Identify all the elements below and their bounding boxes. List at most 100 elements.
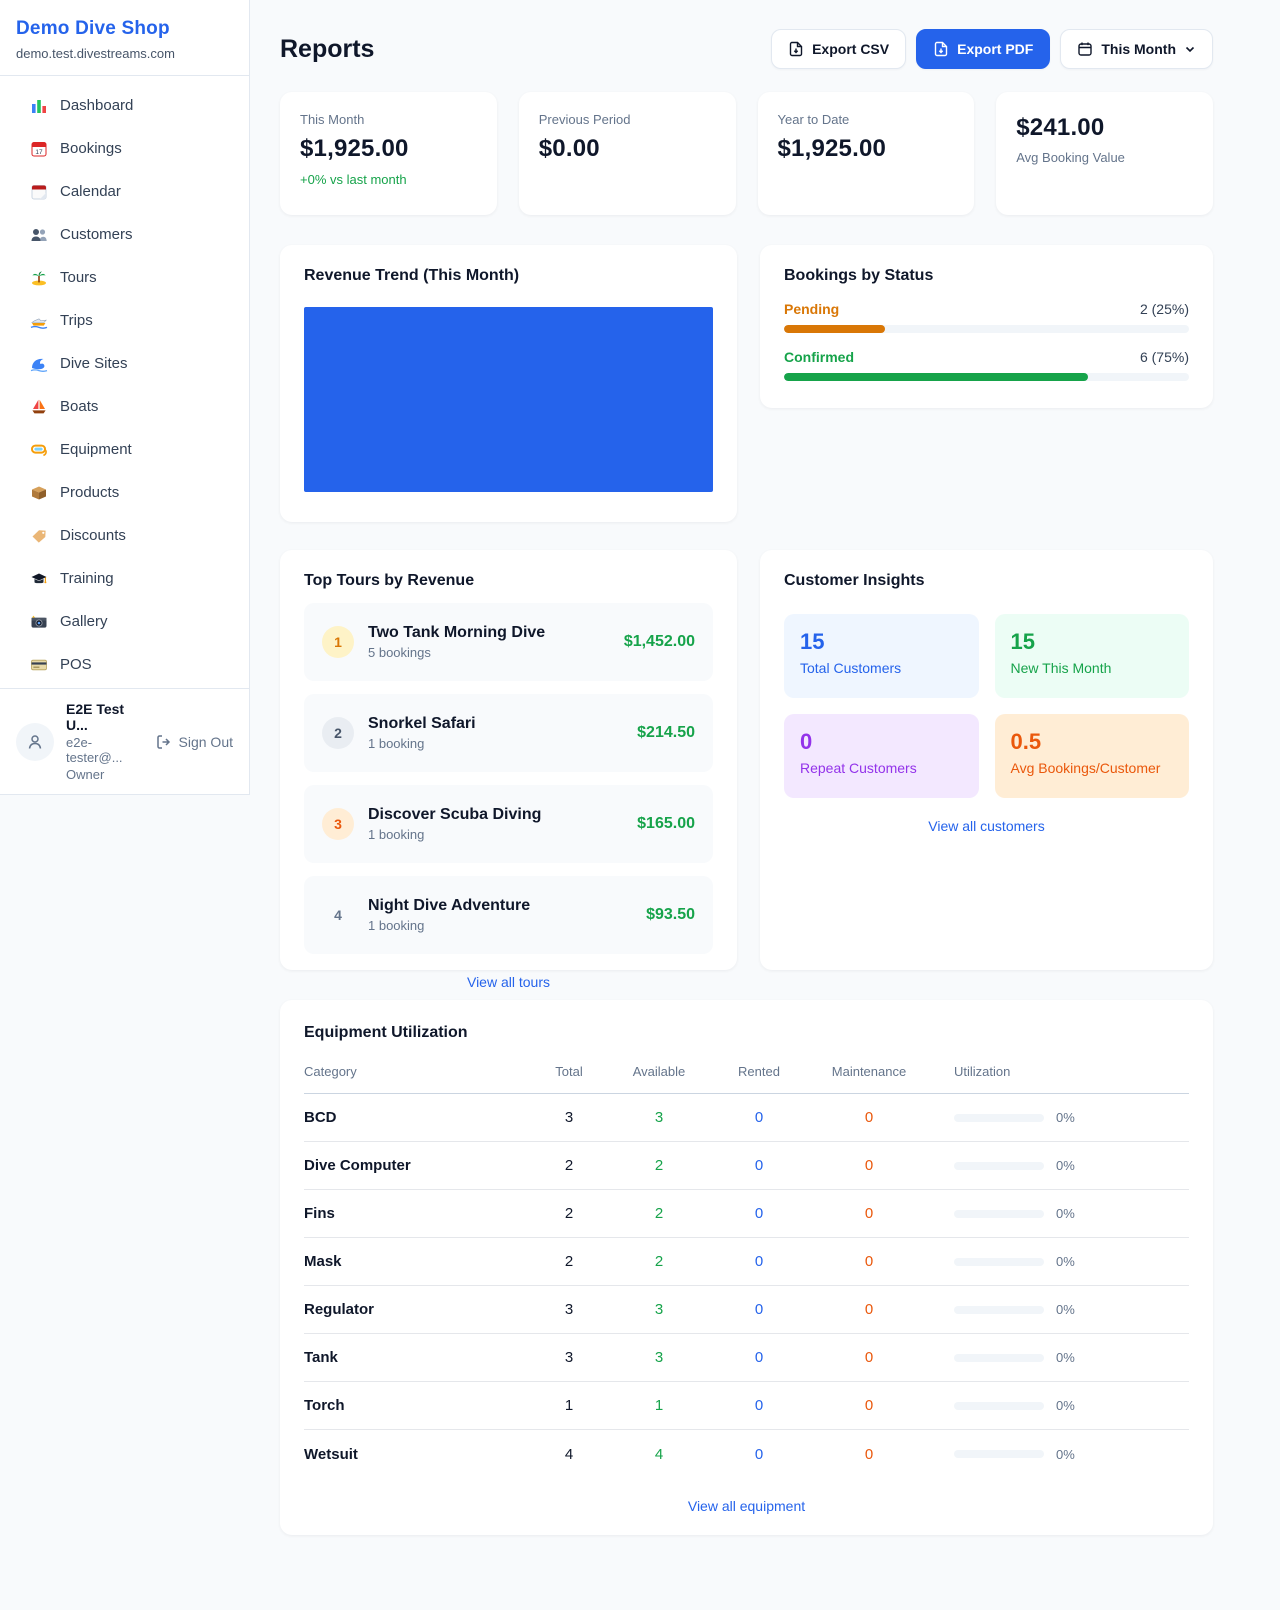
sidebar-item-bookings[interactable]: 17 Bookings (8, 127, 241, 170)
stat-card-previous-period: Previous Period $0.00 (518, 92, 736, 215)
tour-bookings: 1 booking (368, 827, 425, 842)
sidebar-item-equipment[interactable]: Equipment (8, 428, 241, 471)
revenue-trend-title: Revenue Trend (This Month) (304, 267, 520, 284)
utilization-percent: 0% (1056, 1206, 1075, 1221)
sidebar-nav: Dashboard 17 Bookings Calendar Customers… (0, 76, 249, 716)
equipment-category: Dive Computer (304, 1157, 411, 1174)
equipment-total: 4 (564, 1445, 574, 1463)
column-header-available: Available (632, 1064, 686, 1079)
sidebar-item-trips[interactable]: Trips (8, 299, 241, 342)
column-header-maintenance: Maintenance (831, 1064, 907, 1079)
equipment-table-row: BCD 3 3 0 0 0% (304, 1094, 1189, 1142)
equipment-utilization-cell: 0% (934, 1398, 1189, 1413)
sidebar-item-dive-sites[interactable]: Dive Sites (8, 342, 241, 385)
insight-label: Total Customers (800, 660, 902, 676)
insight-value: 15 (1010, 629, 1035, 654)
status-bar-track (784, 373, 1189, 381)
equipment-utilization-card: Equipment Utilization Category Total Ava… (280, 1000, 1213, 1535)
period-dropdown[interactable]: This Month (1060, 29, 1213, 69)
view-all-tours-link[interactable]: View all tours (466, 974, 550, 990)
view-all-equipment-link[interactable]: View all equipment (687, 1498, 806, 1514)
sidebar-item-tours[interactable]: Tours (8, 256, 241, 299)
insight-value: 0 (800, 729, 813, 754)
equipment-table-row: Wetsuit 4 4 0 0 0% (304, 1430, 1189, 1478)
column-header-total: Total (555, 1064, 583, 1079)
tour-bookings: 5 bookings (368, 645, 431, 660)
insight-value: 15 (800, 629, 825, 654)
person-icon (28, 734, 42, 749)
equipment-maintenance: 0 (864, 1205, 874, 1222)
sidebar-user-footer: E2E Test U... e2e-tester@... Owner Sign … (0, 688, 249, 794)
main-content: Reports Export CSV Export PDF This Month… (280, 0, 1213, 1535)
tour-amount: $93.50 (646, 906, 695, 923)
equipment-total: 3 (564, 1349, 574, 1366)
sidebar-item-boats[interactable]: Boats (8, 385, 241, 428)
equipment-utilization-cell: 0% (934, 1110, 1189, 1125)
customer-insights-title: Customer Insights (784, 572, 925, 589)
equipment-total: 1 (564, 1397, 574, 1414)
view-all-customers-link[interactable]: View all customers (928, 818, 1045, 834)
equipment-available: 2 (654, 1253, 664, 1270)
chevron-down-icon (1185, 46, 1195, 53)
shop-domain: demo.test.divestreams.com (16, 46, 175, 61)
equipment-category: Wetsuit (304, 1445, 358, 1463)
calendar-date-icon: 17 (30, 140, 48, 158)
export-csv-button[interactable]: Export CSV (771, 29, 907, 69)
utilization-bar-track (954, 1257, 1044, 1266)
stat-value: $241.00 (1016, 114, 1105, 141)
utilization-bar-track (954, 1401, 1044, 1410)
avatar (16, 722, 54, 761)
credit-card-icon (30, 656, 48, 674)
sidebar-item-calendar[interactable]: Calendar (8, 170, 241, 213)
sidebar-item-discounts[interactable]: Discounts (8, 514, 241, 557)
sidebar-item-label: Discounts (60, 527, 126, 544)
insight-label: Repeat Customers (800, 760, 917, 776)
user-name: E2E Test U... (66, 701, 125, 733)
sidebar-item-label: Dive Sites (60, 355, 128, 372)
sidebar-item-label: Dashboard (60, 97, 134, 114)
equipment-maintenance: 0 (864, 1109, 874, 1126)
utilization-bar-track (954, 1161, 1044, 1170)
equipment-table-body: BCD 3 3 0 0 0% Dive Computer 2 2 0 0 0% Fins 2 2 0 0 0% Ma… (304, 1094, 1189, 1478)
stat-card-this-month: This Month $1,925.00 +0% vs last month (280, 92, 497, 215)
revenue-trend-card: Revenue Trend (This Month) (280, 245, 737, 522)
island-icon (30, 269, 48, 287)
period-label: This Month (1101, 41, 1176, 57)
package-icon (30, 484, 48, 502)
utilization-bar-track (954, 1305, 1044, 1314)
sidebar-item-customers[interactable]: Customers (8, 213, 241, 256)
equipment-maintenance: 0 (864, 1157, 874, 1174)
wave-icon (30, 355, 48, 373)
stat-label: This Month (300, 112, 365, 127)
insight-label: Avg Bookings/Customer (1010, 760, 1161, 776)
tour-amount: $165.00 (637, 815, 695, 832)
sidebar-item-pos[interactable]: POS (8, 643, 241, 686)
bookings-by-status-card: Bookings by Status Pending 2 (25%) Confi… (760, 245, 1213, 408)
equipment-table-row: Torch 1 1 0 0 0% (304, 1382, 1189, 1430)
bar-chart-icon (30, 97, 48, 115)
equipment-available: 3 (654, 1301, 664, 1318)
customer-insights-card: Customer Insights 15 Total Customers 15 … (760, 550, 1213, 970)
insights-row: Top Tours by Revenue 1 Two Tank Morning … (280, 550, 1213, 990)
tour-row: 4 Night Dive Adventure 1 booking $93.50 (304, 876, 713, 954)
page-title: Reports (280, 34, 375, 63)
stat-card-avg-booking-value: $241.00 Avg Booking Value (996, 92, 1213, 215)
sidebar-item-training[interactable]: Training (8, 557, 241, 600)
equipment-rented: 0 (754, 1445, 764, 1463)
tag-icon (30, 527, 48, 545)
rank-badge: 4 (334, 907, 342, 923)
status-count: 2 (25%) (1139, 301, 1189, 317)
sidebar: Demo Dive Shop demo.test.divestreams.com… (0, 0, 250, 795)
sidebar-item-gallery[interactable]: Gallery (8, 600, 241, 643)
sign-out-button[interactable]: Sign Out (156, 734, 233, 750)
utilization-bar-track (954, 1353, 1044, 1362)
insight-value: 0.5 (1010, 729, 1042, 754)
export-pdf-button[interactable]: Export PDF (916, 29, 1051, 69)
dive-mask-icon (30, 441, 48, 459)
equipment-maintenance: 0 (864, 1301, 874, 1318)
tour-bookings: 1 booking (368, 918, 425, 933)
sidebar-item-products[interactable]: Products (8, 471, 241, 514)
equipment-category: Fins (304, 1205, 335, 1222)
sidebar-item-dashboard[interactable]: Dashboard (8, 84, 241, 127)
people-icon (30, 226, 48, 244)
